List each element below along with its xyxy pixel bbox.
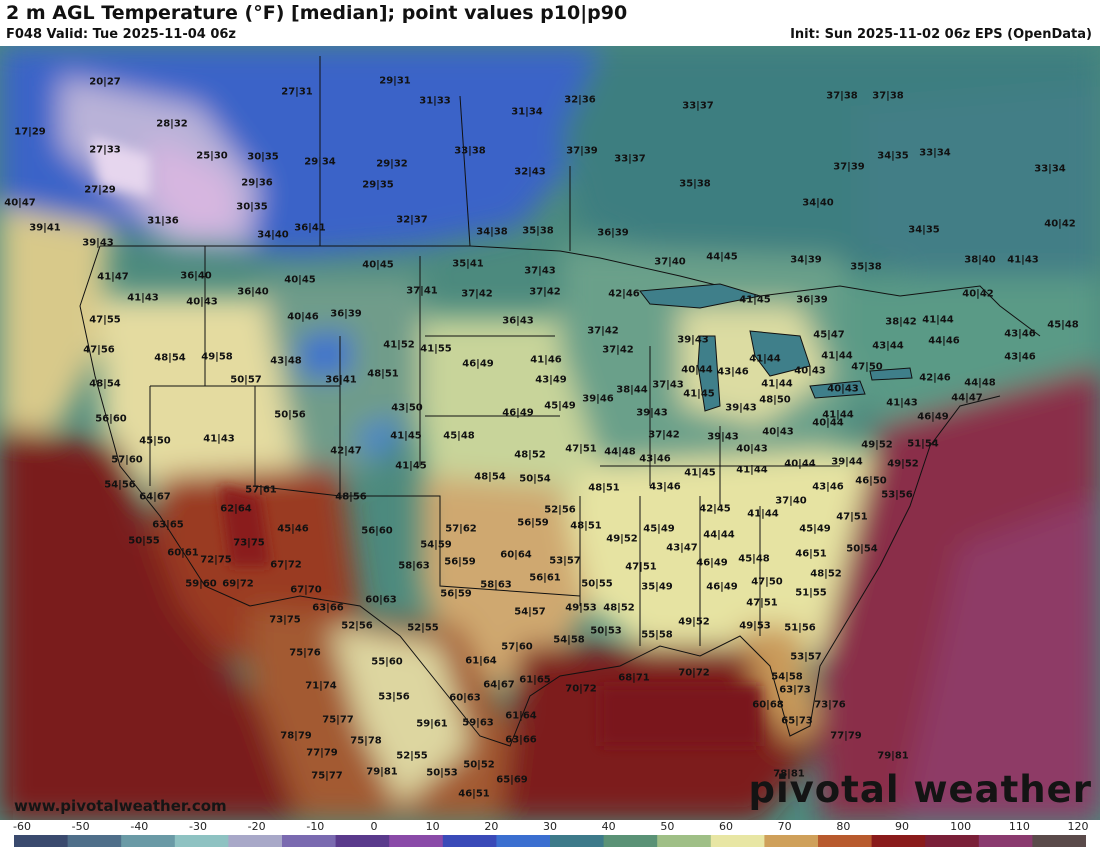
colorbar-tick-label: 90 <box>895 820 909 833</box>
colorbar-tick-label: 70 <box>777 820 792 833</box>
temperature-detail <box>90 136 760 746</box>
colorbar <box>14 835 1086 847</box>
colorbar-segment <box>818 835 873 847</box>
colorbar-tick-label: 110 <box>1008 820 1030 833</box>
colorbar-tick-label: 10 <box>425 820 440 833</box>
colorbar-segment <box>764 835 819 847</box>
great-lakes <box>639 283 913 412</box>
colorbar-tick-label: 20 <box>484 820 499 833</box>
colorbar-tick-label: -50 <box>71 820 90 833</box>
colorbar-segment <box>978 835 1033 847</box>
colorbar-tick-label: 40 <box>601 820 616 833</box>
valid-time: F048 Valid: Tue 2025-11-04 06z <box>6 27 236 42</box>
colorbar-segment <box>925 835 980 847</box>
init-time: Init: Sun 2025-11-02 06z EPS (OpenData) <box>790 27 1092 42</box>
colorbar-tick-label: -30 <box>189 820 207 833</box>
colorbar-segment <box>871 835 926 847</box>
colorbar-segment <box>335 835 390 847</box>
colorbar-segment <box>121 835 176 847</box>
map-title: 2 m AGL Temperature (°F) [median]; point… <box>6 2 628 24</box>
colorbar-tick-label: 0 <box>370 820 378 833</box>
colorbar-tick-label: -60 <box>13 820 31 833</box>
colorbar-segment <box>657 835 712 847</box>
colorbar-tick-label: -40 <box>130 820 149 833</box>
colorbar-labels: -60 -50 -40 -30 -20 -10 0 10 20 30 40 50 60 70 80 90 100… <box>0 820 1100 834</box>
colorbar-tick-label: 60 <box>719 820 733 833</box>
site-credit: www.pivotalweather.com <box>14 797 227 815</box>
colorbar-tick-label: -10 <box>306 820 325 833</box>
colorbar-tick-label: -20 <box>247 820 266 833</box>
colorbar-segment <box>14 835 69 847</box>
colorbar-segment <box>1032 835 1086 847</box>
colorbar-segment <box>442 835 497 847</box>
colorbar-tick-label: 80 <box>836 820 851 833</box>
colorbar-segment <box>550 835 605 847</box>
temperature-map <box>0 46 1100 820</box>
temperature-field <box>0 46 1100 820</box>
colorbar-segment <box>282 835 337 847</box>
colorbar-segment <box>174 835 229 847</box>
colorbar-segment <box>710 835 765 847</box>
colorbar-tick-label: 30 <box>543 820 557 833</box>
colorbar-segment <box>67 835 122 847</box>
brand-logo-text: pivotal weather <box>748 768 1092 811</box>
political-borders <box>79 56 1041 747</box>
colorbar-segment <box>228 835 283 847</box>
colorbar-tick-label: 120 <box>1067 820 1089 833</box>
colorbar-segment <box>389 835 444 847</box>
colorbar-tick-label: 50 <box>660 820 675 833</box>
colorbar-segment <box>496 835 551 847</box>
colorbar-segment <box>603 835 658 847</box>
colorbar-tick-label: 100 <box>950 820 972 833</box>
map-header: 2 m AGL Temperature (°F) [median]; point… <box>0 0 1100 46</box>
